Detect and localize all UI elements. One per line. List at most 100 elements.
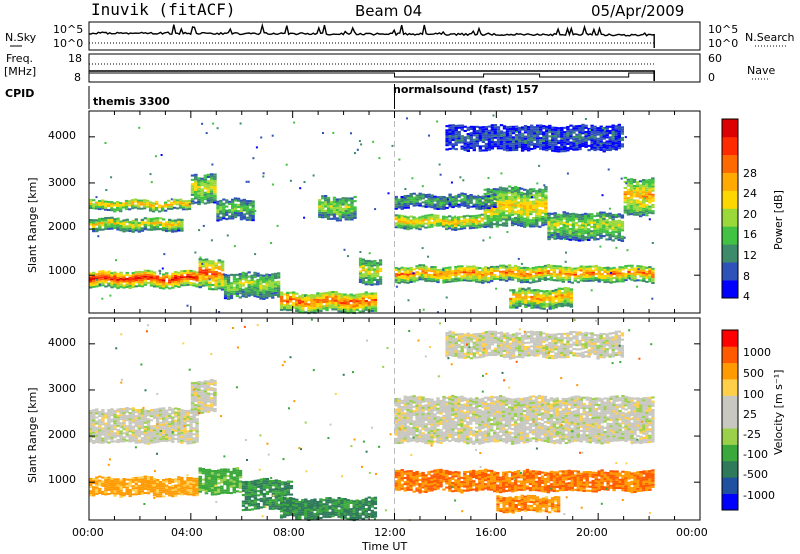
heat-cell [583,212,588,215]
heat-cell [113,210,117,213]
heat-cell [326,211,331,214]
heat-cell [516,266,521,268]
heat-cell [101,276,105,279]
heat-cell [544,198,548,201]
heat-cell [554,126,558,129]
heat-cell [262,276,266,279]
heat-cell [233,203,238,206]
heat-cell [326,217,331,220]
heat-cell [535,204,539,207]
heat-cell [608,142,612,145]
heat-cell [566,140,570,143]
heat-cell [620,222,625,225]
heat-cell [198,486,202,489]
heat-cell [539,137,543,140]
heat-cell [639,279,643,282]
heat-cell [155,487,160,490]
heat-cell [490,143,495,146]
heat-cell [268,497,273,500]
heat-cell [376,262,380,265]
heat-cell [499,141,504,144]
heat-cell [92,207,96,210]
heat-cell [236,197,241,200]
heat-cell [433,207,437,210]
heat-cell [107,480,111,483]
heat-cell [535,221,539,224]
heat-cell [295,303,299,306]
heat-cell [134,227,138,230]
heat-cell [529,194,533,197]
heat-cell [195,275,199,278]
heat-cell [101,282,105,285]
heat-cell [235,282,239,285]
heat-cell [508,134,513,137]
heat-cell [585,277,589,280]
heat-cell [233,212,238,215]
heat-cell [525,266,530,269]
heat-cell [241,494,246,497]
heat-cell [556,230,560,233]
heat-cell [192,484,196,486]
heat-cell [559,214,563,217]
heat-cell [490,139,495,142]
heat-cell [433,205,437,208]
heat-cell [116,492,120,495]
heat-cell [259,297,263,300]
heat-cell [501,191,506,194]
heat-cell [569,135,573,138]
heat-cell [538,200,542,203]
heat-cell [520,136,525,139]
heat-cell [451,147,455,150]
heat-cell [584,145,588,148]
heat-cell [262,291,266,294]
heat-cell [358,293,362,296]
heat-cell [110,218,114,222]
heat-cell [165,223,169,226]
heat-cell [292,293,296,296]
scatter-cell [442,268,445,271]
heat-cell [134,271,138,274]
heat-cell [436,281,440,284]
scatter-cell [538,164,541,167]
heat-cell [189,284,193,286]
heat-cell [248,200,252,203]
heat-cell [235,280,239,283]
heat-cell [131,487,135,490]
heat-cell [151,204,156,207]
heat-cell [250,491,255,494]
scatter-cell [378,157,381,160]
heat-cell [433,195,437,198]
heat-cell [334,303,338,307]
heat-cell [532,202,536,205]
heat-cell [475,144,479,147]
heat-cell [253,292,257,295]
heat-cell [505,126,510,129]
heat-cell [537,278,542,280]
heat-cell [427,279,431,282]
heat-cell [409,195,413,197]
heat-cell [143,487,148,490]
heat-cell [101,203,105,206]
heat-cell [626,178,631,181]
heat-cell [567,270,571,273]
heat-cell [623,205,628,208]
heat-cell [89,482,93,484]
heat-cell [194,178,198,181]
heat-cell [556,228,560,231]
heat-cell [175,199,180,202]
heat-cell [274,490,279,493]
heat-cell [335,217,340,220]
heat-cell [124,199,129,202]
heat-cell [174,281,178,284]
heat-cell [104,204,108,207]
heat-cell [542,296,546,300]
heat-cell [162,481,166,484]
scatter-cell [354,152,356,155]
heat-cell [148,203,153,206]
heat-cell [582,277,586,280]
heat-cell [445,222,449,225]
heat-cell [397,226,401,229]
heat-cell [204,469,209,472]
heat-cell [186,275,190,278]
heat-cell [523,141,528,144]
